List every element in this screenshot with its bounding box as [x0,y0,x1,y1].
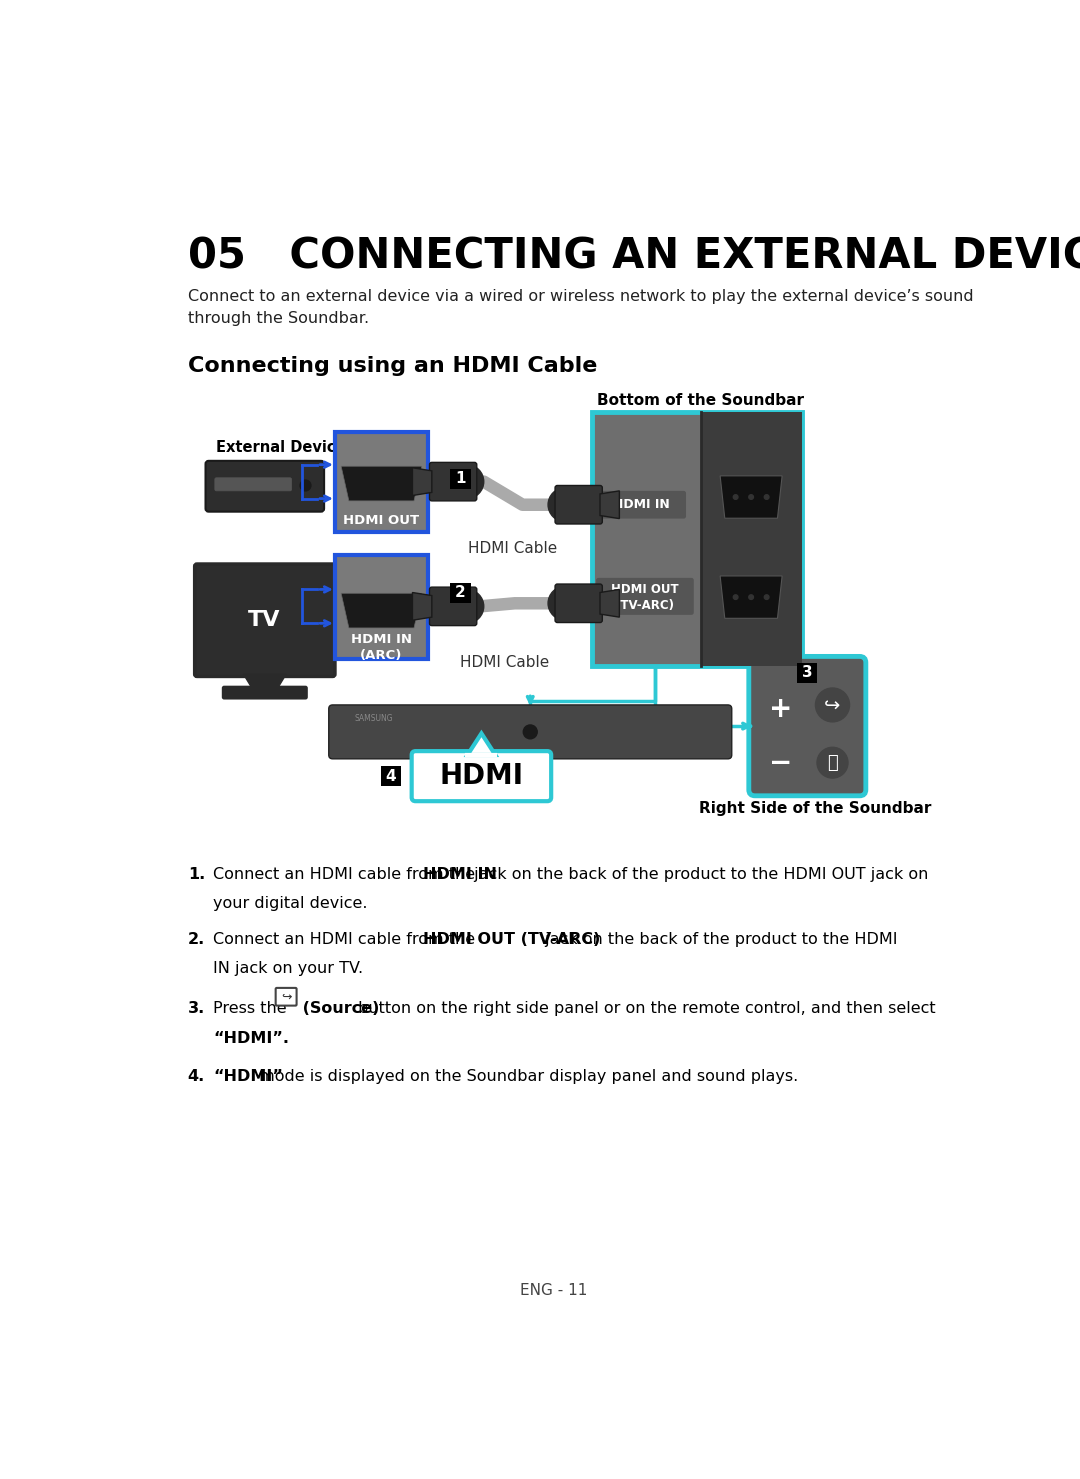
Text: 3.: 3. [188,1001,205,1016]
Text: Connect an HDMI cable from the: Connect an HDMI cable from the [213,932,481,947]
FancyBboxPatch shape [215,478,292,491]
Polygon shape [600,491,619,519]
FancyBboxPatch shape [430,587,476,626]
Circle shape [300,481,311,491]
FancyBboxPatch shape [596,578,693,615]
Text: 1.: 1. [188,867,205,881]
Circle shape [815,688,850,722]
FancyBboxPatch shape [596,491,686,519]
Circle shape [748,494,754,500]
Text: HDMI Cable: HDMI Cable [460,655,550,670]
FancyBboxPatch shape [555,485,603,524]
Circle shape [524,725,537,740]
Polygon shape [413,593,432,620]
Text: HDMI IN
(ARC): HDMI IN (ARC) [351,633,411,661]
Polygon shape [341,593,422,629]
FancyBboxPatch shape [748,657,866,796]
Text: ENG - 11: ENG - 11 [519,1282,588,1297]
Text: Connect an HDMI cable from the: Connect an HDMI cable from the [213,867,481,881]
FancyBboxPatch shape [592,413,801,667]
Text: jack on the back of the product to the HDMI: jack on the back of the product to the H… [540,932,897,947]
Text: your digital device.: your digital device. [213,896,368,911]
FancyBboxPatch shape [194,563,335,676]
Text: TV: TV [248,611,281,630]
Text: HDMI IN: HDMI IN [422,867,497,881]
Polygon shape [341,466,422,501]
Text: Bottom of the Soundbar: Bottom of the Soundbar [597,393,805,408]
Text: −: − [769,748,793,776]
FancyBboxPatch shape [335,555,428,658]
Polygon shape [720,575,782,618]
Text: Press the: Press the [213,1001,292,1016]
Text: mode is displayed on the Soundbar display panel and sound plays.: mode is displayed on the Soundbar displa… [254,1069,798,1084]
Circle shape [733,595,738,599]
FancyBboxPatch shape [380,766,401,787]
Text: “HDMI”: “HDMI” [213,1069,283,1084]
FancyBboxPatch shape [335,432,428,531]
FancyBboxPatch shape [221,686,308,700]
FancyBboxPatch shape [275,988,297,1006]
Text: (Source): (Source) [297,1001,379,1016]
Text: External Device: External Device [216,439,346,454]
Text: HDMI OUT (TV-ARC): HDMI OUT (TV-ARC) [422,932,599,947]
Text: IN jack on your TV.: IN jack on your TV. [213,961,363,976]
FancyBboxPatch shape [797,663,818,683]
Text: Connecting using an HDMI Cable: Connecting using an HDMI Cable [188,356,597,376]
Text: 2: 2 [455,586,465,600]
FancyBboxPatch shape [450,583,471,602]
Text: HDMI OUT
(TV-ARC): HDMI OUT (TV-ARC) [611,583,678,612]
FancyBboxPatch shape [450,469,471,488]
Circle shape [733,494,738,500]
Text: 3: 3 [802,666,812,680]
Text: 4.: 4. [188,1069,205,1084]
Text: ↪: ↪ [824,695,840,714]
Polygon shape [600,590,619,617]
FancyBboxPatch shape [430,463,476,501]
Circle shape [748,595,754,599]
Text: HDMI IN: HDMI IN [612,498,670,512]
Circle shape [765,494,769,500]
Text: jack on the back of the product to the HDMI OUT jack on: jack on the back of the product to the H… [469,867,929,881]
Text: +: + [769,695,793,723]
Circle shape [765,595,769,599]
Text: SAMSUNG: SAMSUNG [354,713,393,723]
Text: ↪: ↪ [281,991,292,1003]
Text: HDMI Cable: HDMI Cable [469,541,557,556]
Text: 1: 1 [456,470,465,487]
Circle shape [449,464,484,498]
Text: HDMI OUT: HDMI OUT [343,513,419,527]
FancyBboxPatch shape [328,705,732,759]
Polygon shape [468,734,496,754]
Circle shape [548,488,582,522]
Text: 4: 4 [386,769,396,784]
Polygon shape [720,476,782,518]
Text: ⏻: ⏻ [827,754,838,772]
Circle shape [449,590,484,623]
FancyBboxPatch shape [555,584,603,623]
FancyBboxPatch shape [411,751,551,802]
Circle shape [816,747,848,778]
Text: 05   CONNECTING AN EXTERNAL DEVICE: 05 CONNECTING AN EXTERNAL DEVICE [188,235,1080,277]
FancyBboxPatch shape [205,461,324,512]
Polygon shape [243,674,286,689]
Circle shape [548,586,582,620]
Text: Right Side of the Soundbar: Right Side of the Soundbar [699,802,931,816]
FancyBboxPatch shape [701,413,801,667]
Text: HDMI: HDMI [440,762,524,790]
Polygon shape [413,467,432,495]
Text: 2.: 2. [188,932,205,947]
Text: “HDMI”.: “HDMI”. [213,1031,289,1046]
Text: Connect to an external device via a wired or wireless network to play the extern: Connect to an external device via a wire… [188,288,973,325]
Text: button on the right side panel or on the remote control, and then select: button on the right side panel or on the… [353,1001,935,1016]
